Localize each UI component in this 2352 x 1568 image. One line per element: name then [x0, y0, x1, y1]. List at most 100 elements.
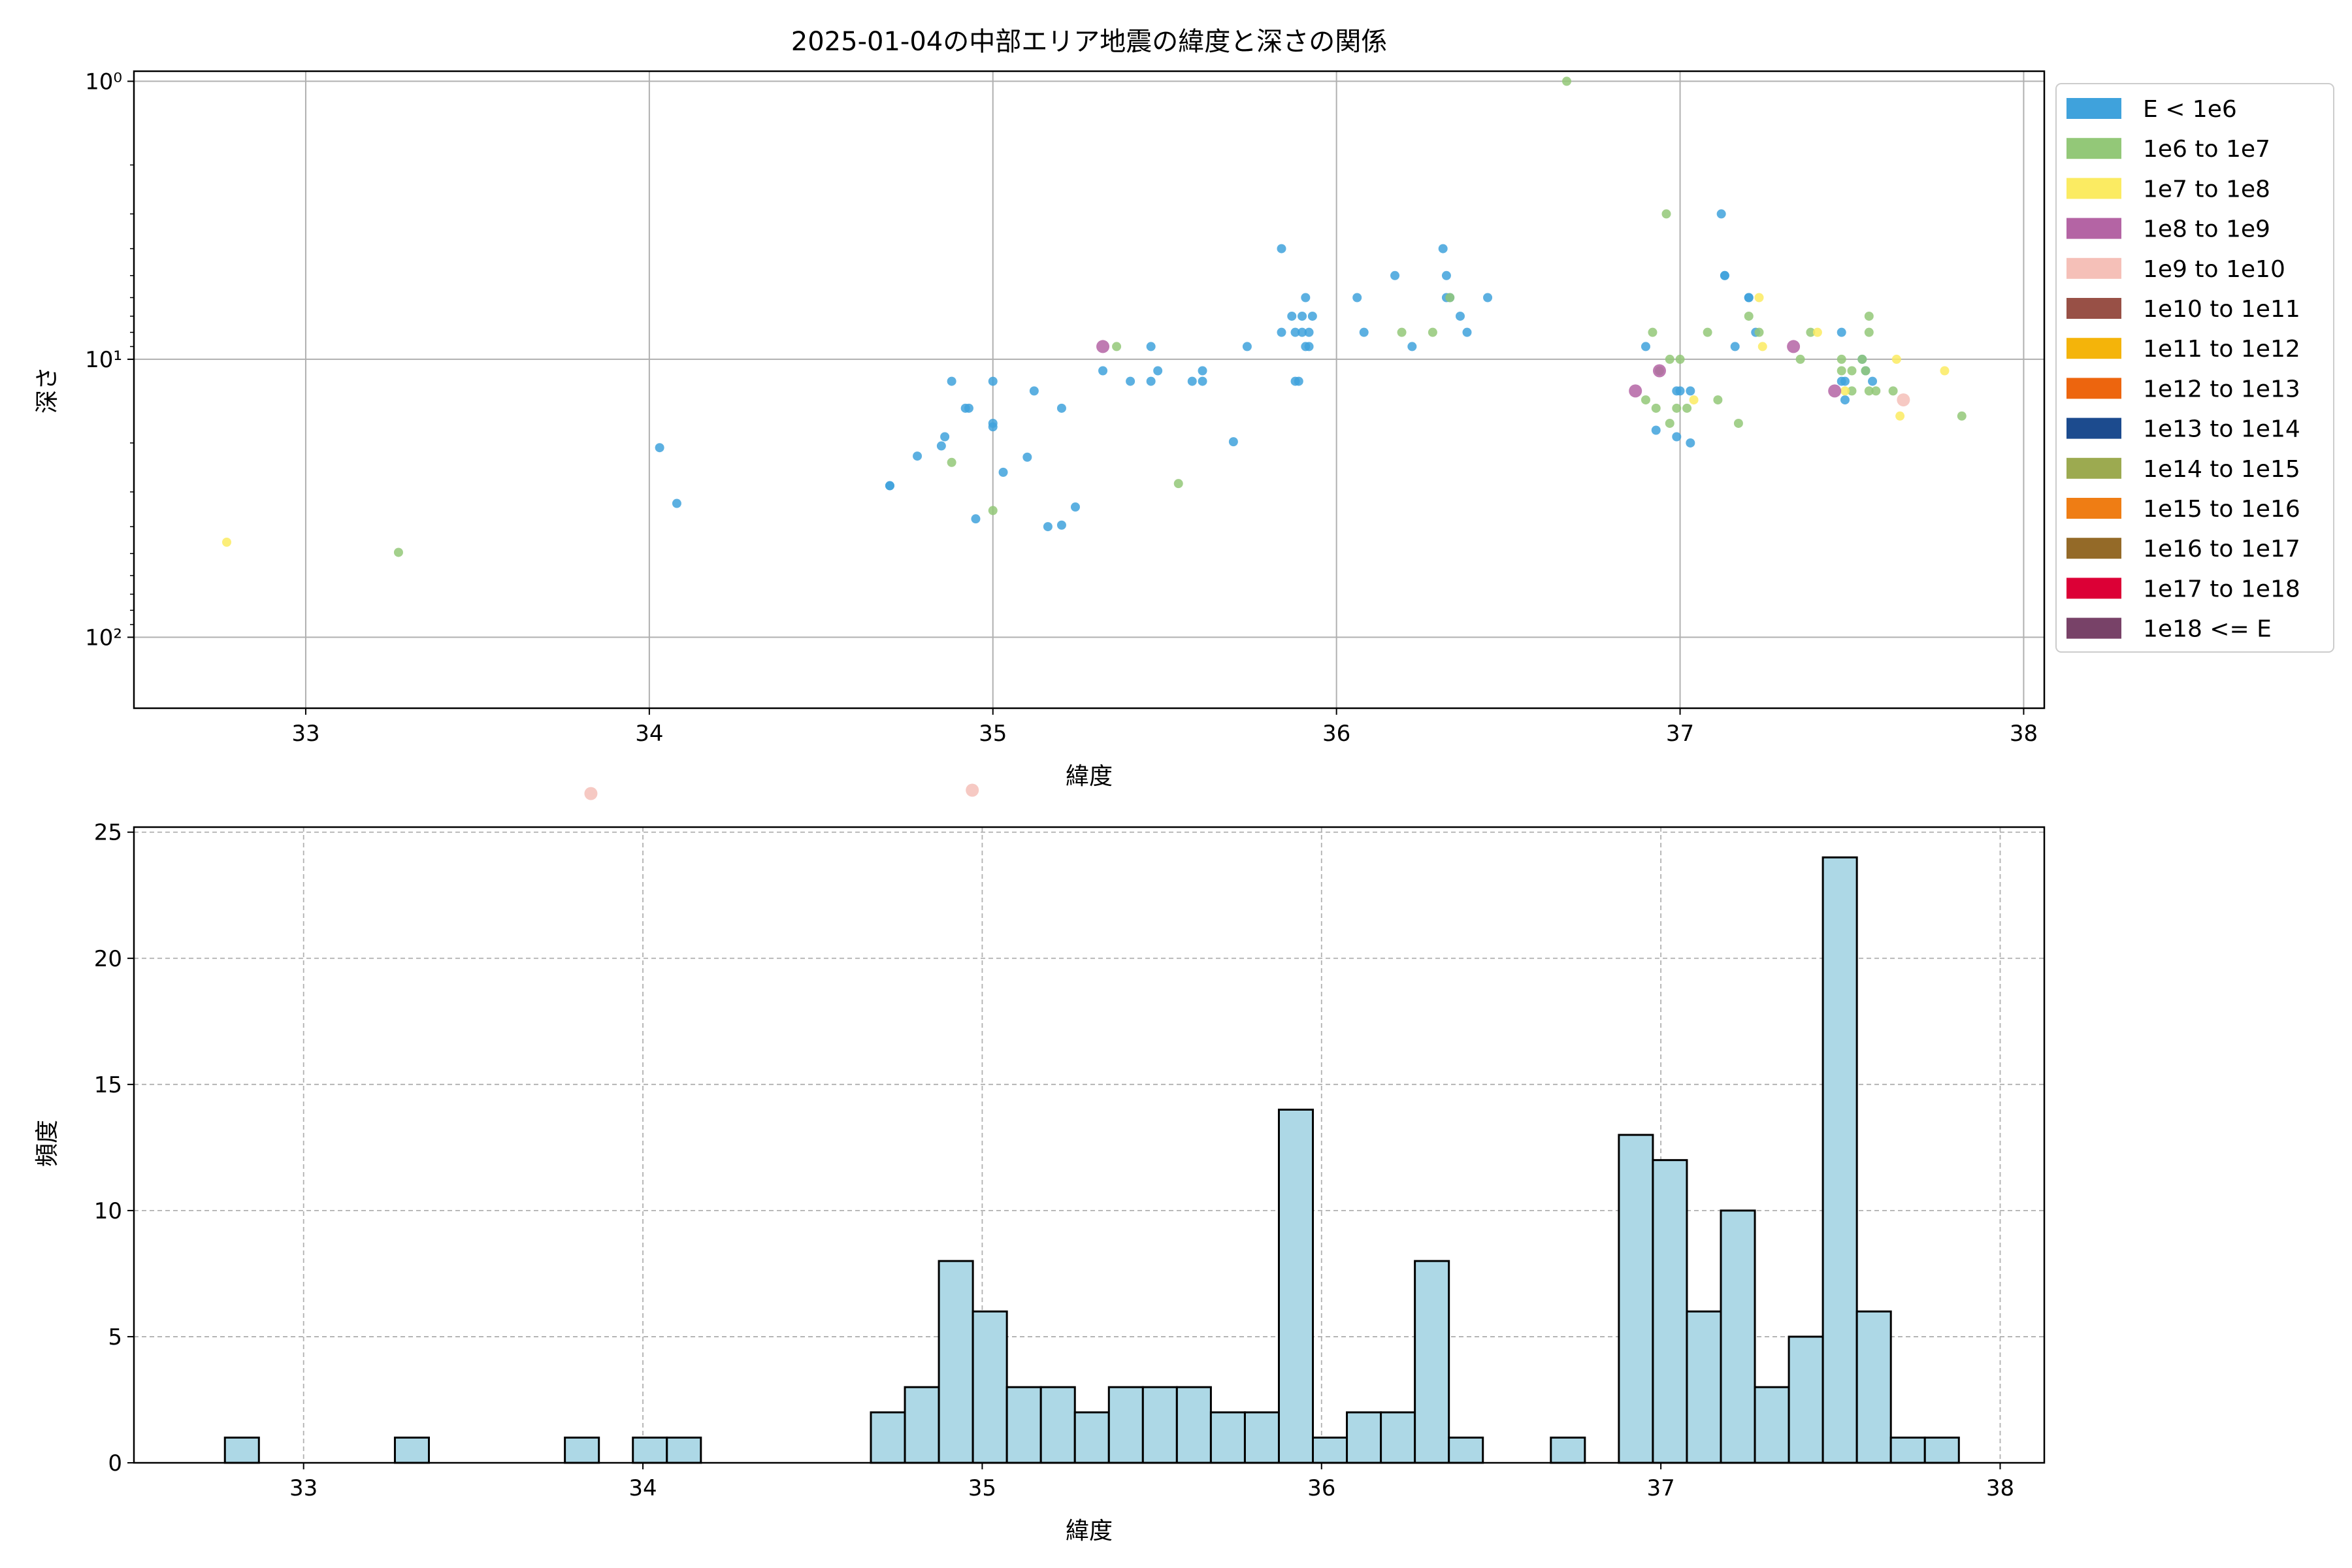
scatter-point: [1868, 376, 1878, 386]
scatter-point: [947, 376, 956, 386]
histogram-x-tick-label: 33: [289, 1475, 318, 1501]
scatter-point: [221, 537, 231, 547]
scatter-point: [1070, 502, 1080, 512]
histogram-bar: [1209, 1411, 1246, 1464]
histogram-bar: [1277, 1108, 1315, 1464]
scatter-point: [1840, 376, 1850, 386]
scatter-point: [1837, 366, 1846, 376]
legend-swatch: [2066, 138, 2121, 159]
chart-title: 2025-01-04の中部エリア地震の緯度と深さの関係: [791, 27, 1387, 57]
scatter-point: [1146, 342, 1156, 351]
scatter-point: [1652, 364, 1666, 378]
scatter-point: [1730, 342, 1740, 351]
scatter-point: [1665, 418, 1674, 428]
scatter-point: [1146, 376, 1156, 386]
scatter-point: [1173, 479, 1183, 489]
histogram-bar: [1243, 1411, 1280, 1464]
scatter-point: [1187, 376, 1197, 386]
scatter-x-tick-label: 34: [635, 721, 663, 747]
scatter-point: [998, 467, 1008, 477]
scatter-point: [1301, 293, 1311, 302]
scatter-point: [1940, 366, 1950, 376]
scatter-point: [988, 418, 998, 428]
histogram-y-tick-label: 25: [94, 820, 122, 846]
scatter-point: [1754, 327, 1764, 337]
legend-swatch: [2066, 98, 2121, 119]
scatter-point: [988, 376, 998, 386]
legend-label: E < 1e6: [2143, 96, 2237, 123]
histogram-bar: [1855, 1310, 1892, 1464]
scatter-point: [988, 506, 998, 515]
histogram-bar: [1312, 1436, 1348, 1464]
scatter-point: [1445, 293, 1455, 302]
histogram-y-tick-label: 15: [94, 1072, 122, 1098]
scatter-point: [1277, 244, 1286, 253]
histogram-bar: [1039, 1386, 1076, 1464]
scatter-point: [1861, 366, 1870, 376]
histogram-bar: [632, 1436, 668, 1464]
histogram-bar: [1788, 1335, 1824, 1464]
scatter-point: [1198, 366, 1207, 376]
histogram-y-ticks: 0 5 10 15 20 25: [94, 820, 134, 1477]
histogram-bar: [1652, 1159, 1688, 1464]
scatter-point: [913, 451, 923, 461]
legend-swatch: [2066, 498, 2121, 519]
scatter-point: [1287, 311, 1297, 321]
scatter-point: [1462, 327, 1472, 337]
scatter-point: [1648, 327, 1658, 337]
legend-label: 1e6 to 1e7: [2143, 136, 2270, 163]
scatter-point: [1840, 395, 1850, 405]
scatter-point: [1242, 342, 1252, 351]
histogram-x-tick-label: 37: [1646, 1475, 1674, 1501]
histogram-bars: [223, 856, 1960, 1464]
scatter-point: [966, 783, 979, 797]
histogram-bar: [938, 1260, 974, 1464]
scatter-point: [1864, 327, 1874, 337]
scatter-point: [936, 441, 946, 451]
scatter-point: [1675, 386, 1685, 396]
scatter-point: [1641, 395, 1650, 405]
histogram-bar: [1380, 1411, 1416, 1464]
scatter-point: [1847, 386, 1857, 396]
scatter-point: [1298, 311, 1307, 321]
histogram-bar: [1448, 1436, 1484, 1464]
histogram-bar: [1821, 856, 1858, 1464]
scatter-point: [1703, 327, 1712, 337]
scatter-point: [1441, 270, 1451, 280]
histogram-x-tick-label: 34: [629, 1475, 657, 1501]
scatter-y-tick-label: 10⁰: [85, 69, 122, 95]
scatter-point: [1828, 384, 1842, 398]
histogram-bar: [1754, 1386, 1790, 1464]
scatter-point: [1096, 340, 1110, 353]
histogram-x-tick-label: 36: [1307, 1475, 1335, 1501]
scatter-point: [1672, 432, 1682, 442]
scatter-point: [1407, 342, 1417, 351]
histogram-bar: [1107, 1386, 1144, 1464]
scatter-point: [1787, 340, 1801, 353]
legend-label: 1e13 to 1e14: [2143, 416, 2300, 443]
legend-label: 1e14 to 1e15: [2143, 456, 2300, 483]
legend-frame: [2055, 83, 2334, 653]
scatter-point: [1733, 418, 1743, 428]
scatter-axes-frame: [133, 70, 2046, 710]
histogram-bar: [1686, 1310, 1722, 1464]
scatter-point: [1864, 311, 1874, 321]
legend-label: 1e9 to 1e10: [2143, 256, 2285, 283]
scatter-point: [1682, 403, 1692, 413]
histogram-bar: [1414, 1260, 1450, 1464]
histogram-bar: [972, 1310, 1008, 1464]
legend-swatch: [2066, 538, 2121, 559]
scatter-legend: E < 1e6 1e6 to 1e7 1e7 to 1e8 1e8 to 1e9 1e9…: [2055, 83, 2334, 653]
scatter-point: [1895, 411, 1905, 421]
histogram-x-ticks: 33 34 35 36 37 38: [289, 1463, 2014, 1501]
scatter-point: [1098, 366, 1108, 376]
scatter-point: [1428, 327, 1437, 337]
histogram-bar: [1175, 1386, 1212, 1464]
scatter-point: [1686, 438, 1695, 448]
scatter-point: [1897, 393, 1910, 407]
histogram-bar: [1923, 1436, 1960, 1464]
histogram-bar: [1889, 1436, 1926, 1464]
scatter-point: [1228, 437, 1238, 447]
histogram-bar: [1550, 1436, 1586, 1464]
